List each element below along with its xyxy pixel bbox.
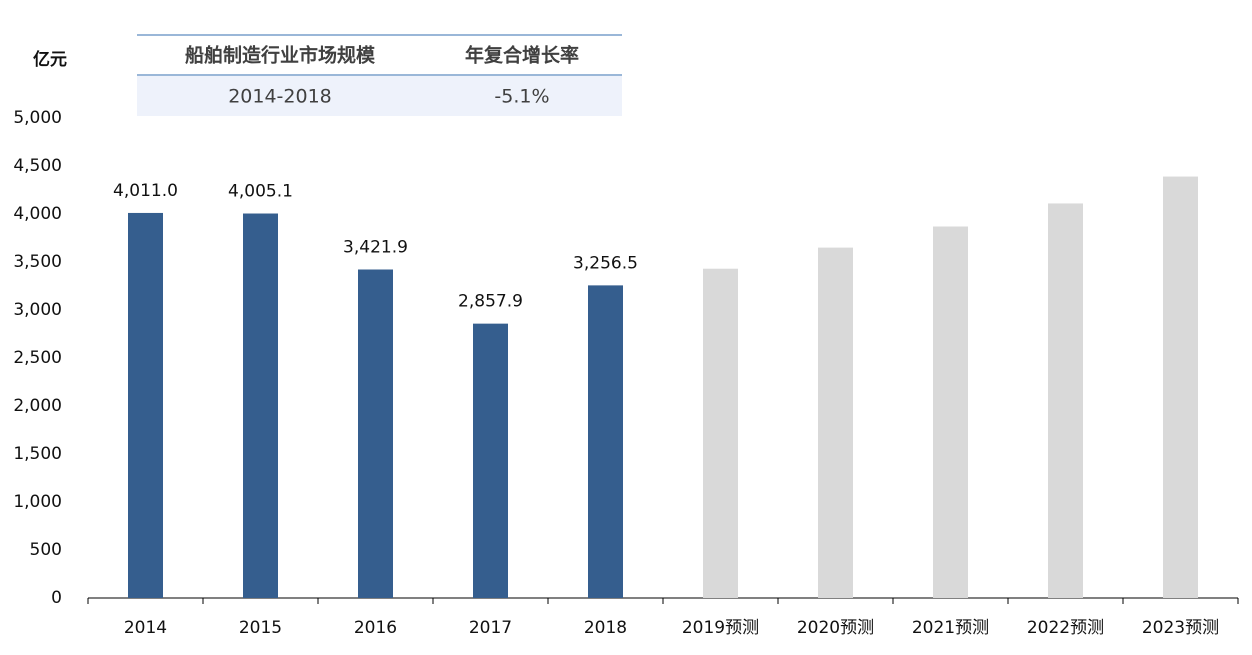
x-tick-label: 2014 bbox=[124, 618, 167, 638]
x-tick-label: 2015 bbox=[239, 618, 282, 638]
x-tick-label: 2017 bbox=[469, 618, 512, 638]
value-label: 4,011.0 bbox=[113, 181, 178, 201]
value-label: 3,256.5 bbox=[573, 253, 638, 273]
y-tick-label: 2,000 bbox=[13, 396, 62, 416]
x-tick-label: 2019预测 bbox=[682, 618, 759, 638]
bar bbox=[358, 269, 393, 598]
x-tick-label: 2016 bbox=[354, 618, 397, 638]
table-header: 年复合增长率 bbox=[465, 44, 579, 67]
y-tick-label: 4,000 bbox=[13, 204, 62, 224]
x-tick-label: 2018 bbox=[584, 618, 627, 638]
x-tick-label: 2023预测 bbox=[1142, 618, 1219, 638]
bar bbox=[703, 268, 738, 598]
value-label: 3,421.9 bbox=[343, 237, 408, 257]
y-tick-label: 3,500 bbox=[13, 252, 62, 272]
table-header: 船舶制造行业市场规模 bbox=[185, 44, 376, 67]
bar bbox=[1048, 203, 1083, 598]
value-label: 4,005.1 bbox=[228, 182, 293, 202]
x-tick-label: 2021预测 bbox=[912, 618, 989, 638]
y-tick-label: 500 bbox=[30, 540, 62, 560]
bar bbox=[818, 247, 853, 598]
table-cell: -5.1% bbox=[494, 86, 549, 108]
y-tick-label: 5,000 bbox=[13, 108, 62, 128]
y-tick-label: 4,500 bbox=[13, 156, 62, 176]
value-label: 2,857.9 bbox=[458, 292, 523, 312]
bar bbox=[933, 226, 968, 599]
bar bbox=[243, 213, 278, 598]
x-tick-label: 2022预测 bbox=[1027, 618, 1104, 638]
y-tick-label: 1,000 bbox=[13, 492, 62, 512]
bar bbox=[588, 285, 623, 598]
bar bbox=[128, 212, 163, 598]
table-row-bg bbox=[137, 76, 622, 116]
y-tick-label: 1,500 bbox=[13, 444, 62, 464]
x-tick-label: 2020预测 bbox=[797, 618, 874, 638]
y-axis-label: 亿元 bbox=[33, 49, 67, 70]
y-tick-label: 0 bbox=[51, 588, 62, 608]
bar bbox=[1163, 176, 1198, 598]
y-tick-label: 3,000 bbox=[13, 300, 62, 320]
table-cell: 2014-2018 bbox=[228, 86, 332, 108]
y-tick-label: 2,500 bbox=[13, 348, 62, 368]
bar bbox=[473, 323, 508, 598]
